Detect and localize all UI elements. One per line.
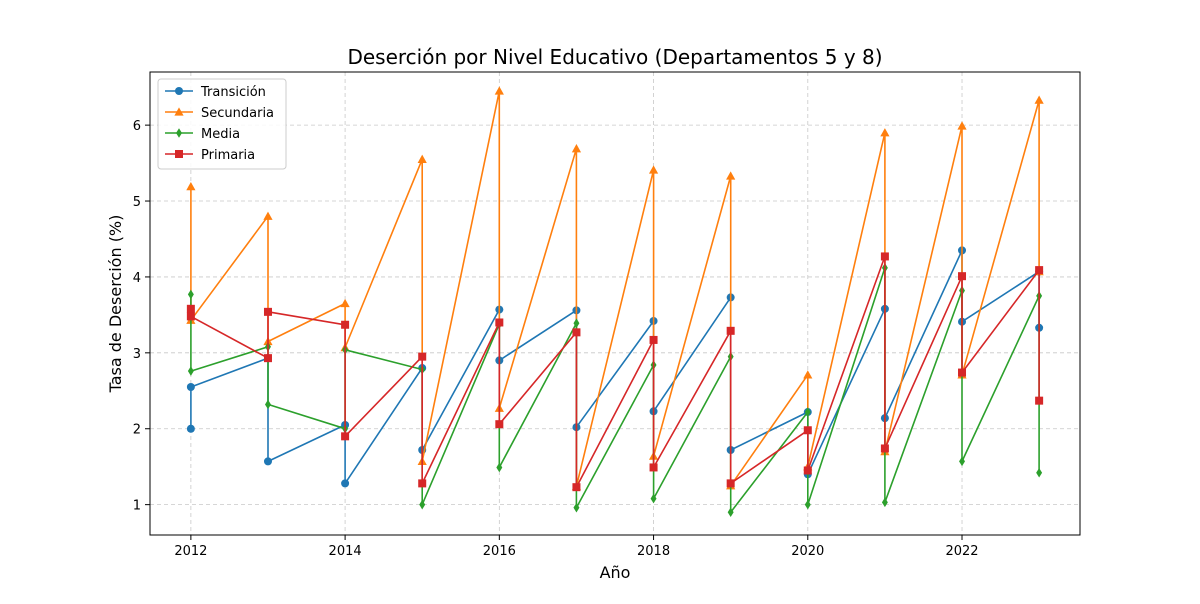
legend-box xyxy=(157,78,287,170)
series-primaria-point xyxy=(803,466,812,475)
x-axis-label: Año xyxy=(600,563,631,582)
series-primaria-point xyxy=(186,312,195,321)
series-primaria-point xyxy=(341,432,350,441)
axis-ticks: 2012 2014 2016 2018 2020 2022 1 2 3 4 5 6 xyxy=(133,119,979,559)
series-primaria-point xyxy=(1035,266,1044,275)
y-tick-label: 3 xyxy=(133,347,141,362)
series-transicion xyxy=(186,246,1044,488)
y-tick-label: 5 xyxy=(133,195,141,210)
series-primaria-point xyxy=(958,272,967,281)
series-primaria-point xyxy=(649,335,658,344)
series-media-point xyxy=(804,499,811,510)
series-transicion-point xyxy=(186,382,195,391)
series-secundaria-point xyxy=(880,128,890,137)
chart-title: Deserción por Nivel Educativo (Departame… xyxy=(347,45,882,69)
legend-label: Media xyxy=(201,127,240,142)
legend-label: Secundaria xyxy=(201,106,274,121)
series-secundaria-point xyxy=(957,121,967,130)
series-primaria-point xyxy=(263,307,272,316)
series-media-point xyxy=(265,399,271,410)
series-secundaria-point xyxy=(726,171,736,180)
series-media-point xyxy=(496,462,503,473)
series-primaria-point xyxy=(1035,396,1044,405)
series-media-point xyxy=(187,366,194,376)
x-tick-label: 2018 xyxy=(637,544,670,559)
y-tick-label: 2 xyxy=(133,423,141,438)
series-media-point xyxy=(187,289,194,300)
series-transicion-point xyxy=(263,457,272,466)
series-media-point xyxy=(573,502,580,513)
series-primaria-point xyxy=(341,320,350,329)
x-tick-label: 2022 xyxy=(945,544,978,559)
series-secundaria-point xyxy=(494,86,504,95)
series-primaria-point xyxy=(495,420,504,429)
series-primaria-point xyxy=(880,444,889,453)
x-tick-label: 2012 xyxy=(174,544,207,559)
series-transicion-point xyxy=(341,479,350,488)
legend-marker xyxy=(175,87,183,95)
series-primaria-line xyxy=(190,255,1040,489)
series-transicion-line xyxy=(190,249,1040,485)
series-secundaria-point xyxy=(648,165,659,174)
series-primaria-point xyxy=(418,479,427,488)
series-primaria-point xyxy=(263,354,272,363)
x-tick-label: 2020 xyxy=(791,544,824,559)
series-secundaria-line xyxy=(190,90,1040,488)
y-tick-label: 4 xyxy=(133,271,141,286)
legend-label: Transición xyxy=(200,85,266,100)
series-primaria-point xyxy=(572,328,581,337)
series-media-point xyxy=(727,507,734,518)
series-secundaria-point xyxy=(263,211,273,220)
series-secundaria-point xyxy=(417,154,427,163)
series-primaria-point xyxy=(958,368,967,377)
legend: Transición Secundaria Media Primaria xyxy=(157,78,287,170)
series-transicion-point xyxy=(186,424,195,433)
series-secundaria-point xyxy=(1034,95,1044,104)
series-secundaria-point xyxy=(340,298,350,308)
series-secundaria-point xyxy=(186,182,196,191)
series-media-point xyxy=(573,318,580,329)
legend-marker xyxy=(174,107,184,116)
series-primaria-point xyxy=(880,252,889,261)
series-primaria-point xyxy=(726,479,735,488)
y-axis-label: Tasa de Deserción (%) xyxy=(106,215,125,394)
series-media-point xyxy=(881,497,888,508)
series-primaria-point xyxy=(726,326,735,335)
series-media-line xyxy=(190,266,1040,514)
series-group xyxy=(186,86,1044,518)
series-primaria-point xyxy=(186,304,195,313)
series-primaria-point xyxy=(572,483,581,492)
series-primaria xyxy=(186,252,1044,492)
series-primaria-point xyxy=(649,463,658,472)
legend-marker xyxy=(176,128,182,138)
x-tick-label: 2016 xyxy=(483,544,516,559)
y-tick-label: 1 xyxy=(133,499,141,514)
series-media-point xyxy=(650,493,657,504)
series-primaria-point xyxy=(495,318,504,327)
series-media-point xyxy=(419,499,426,510)
series-primaria-point xyxy=(803,426,812,435)
series-media-point xyxy=(804,407,811,417)
y-tick-label: 6 xyxy=(133,119,141,134)
series-secundaria-point xyxy=(803,370,813,379)
series-media-point xyxy=(959,456,965,467)
series-secundaria-point xyxy=(571,144,582,153)
legend-marker xyxy=(175,150,183,158)
plot-frame xyxy=(149,71,1081,536)
x-tick-label: 2014 xyxy=(329,544,362,559)
series-primaria-point xyxy=(418,352,427,361)
legend-label: Primaria xyxy=(201,148,255,163)
series-media-point xyxy=(1036,467,1043,478)
